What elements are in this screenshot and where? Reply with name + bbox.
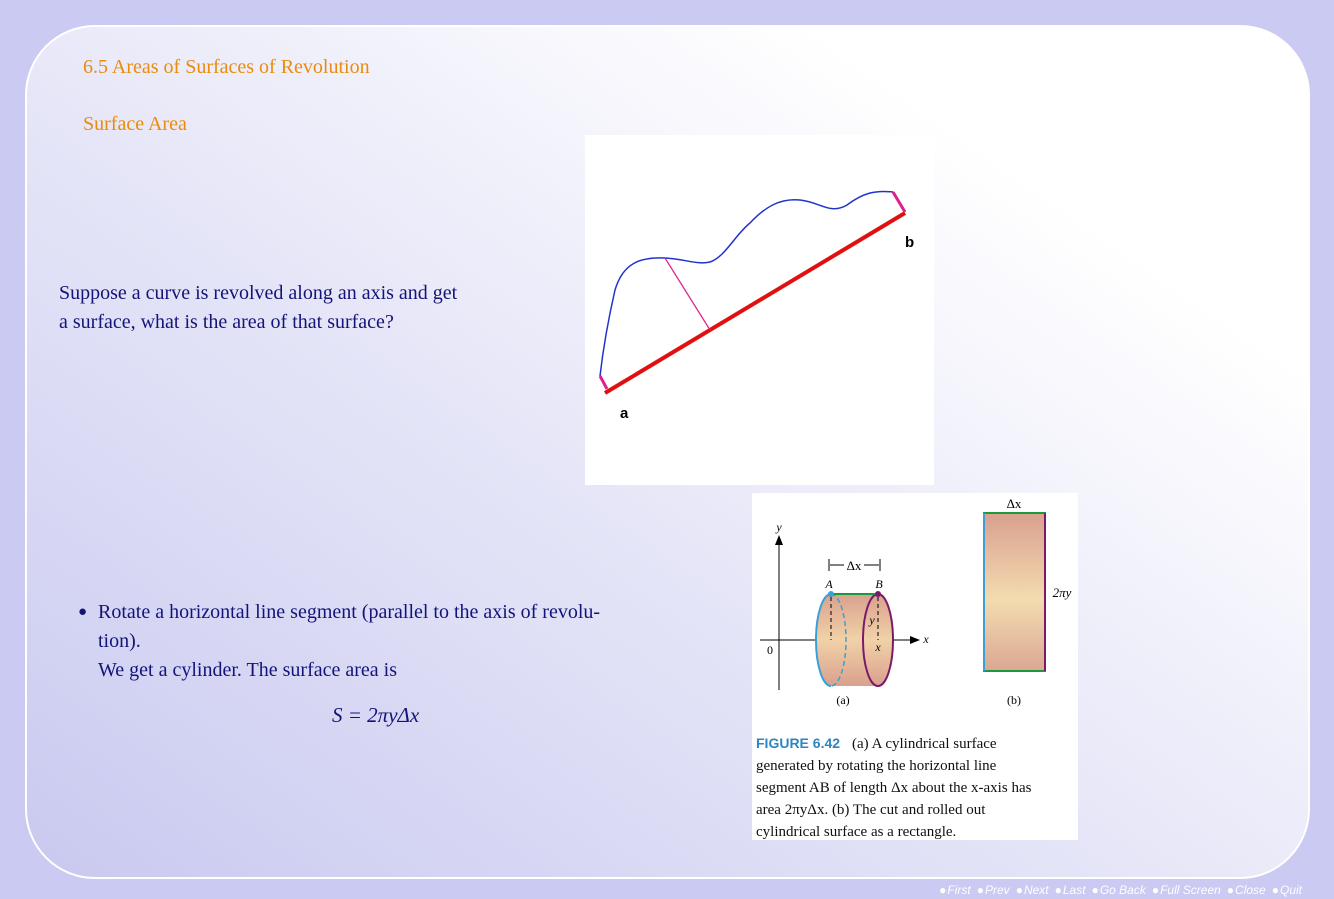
caption-line: area 2πyΔx. (b) The cut and rolled out xyxy=(756,802,986,818)
axis-line xyxy=(603,211,907,395)
curve-figure: a b xyxy=(585,135,934,485)
bullet-line: Rotate a horizontal line segment (parall… xyxy=(78,601,600,624)
navigation: First Prev Next Last Go Back Full Screen Close… xyxy=(933,883,1302,897)
label: x xyxy=(874,640,881,654)
nav-button[interactable]: Prev xyxy=(977,883,1010,897)
cylinder-figure: Δx y x 0 A B y x (a) Δx 2πy (b) xyxy=(752,493,1078,840)
label: A xyxy=(824,577,833,591)
label: 2πy xyxy=(1053,585,1072,600)
cylinder-edge xyxy=(830,593,847,687)
label: Δx xyxy=(1007,496,1022,511)
caption-line: generated by rotating the horizontal lin… xyxy=(756,758,997,774)
nav-button[interactable]: Go Back xyxy=(1092,883,1146,897)
unrolled-rect xyxy=(983,512,1046,672)
radius-line xyxy=(664,257,711,331)
caption-text: (a) A cylindrical surface xyxy=(852,736,997,752)
point xyxy=(828,591,834,597)
bullet-line: We get a cylinder. The surface area is xyxy=(98,659,397,681)
point xyxy=(875,591,881,597)
label: B xyxy=(875,577,883,591)
cylinder-edge xyxy=(815,593,832,687)
point-label: a xyxy=(620,405,629,422)
label: (a) xyxy=(836,693,849,707)
caption-line: FIGURE 6.42 (a) A cylindrical surface xyxy=(756,732,1031,755)
label: Δx xyxy=(847,558,862,573)
end-marker xyxy=(891,191,907,213)
nav-button[interactable]: Close xyxy=(1227,883,1266,897)
formula: S = 2πyΔx xyxy=(332,703,420,727)
title: 6.5 Areas of Surfaces of Revolution xyxy=(83,56,370,78)
label: (b) xyxy=(1007,693,1021,707)
caption-line: segment AB of length Δx about the x-axis… xyxy=(756,780,1032,796)
cylinder-body xyxy=(816,594,893,686)
label: y xyxy=(775,520,782,534)
caption: FIGURE 6.42 (a) A cylindrical surface gen… xyxy=(756,732,1031,843)
label: 0 xyxy=(767,643,773,657)
nav-button[interactable]: First xyxy=(939,883,971,897)
caption-label: FIGURE 6.42 xyxy=(756,735,841,751)
nav-button[interactable]: Next xyxy=(1016,883,1049,897)
arrow xyxy=(775,535,783,545)
curve xyxy=(599,190,894,377)
label: x xyxy=(922,632,929,646)
arrow xyxy=(910,636,920,644)
end-marker xyxy=(598,375,609,390)
intro-line: Suppose a curve is revolved along an axi… xyxy=(59,282,458,304)
nav-button[interactable]: Quit xyxy=(1272,883,1302,897)
point-label: b xyxy=(905,234,914,251)
caption-line: cylindrical surface as a rectangle. xyxy=(756,824,957,840)
bullet-line: tion). xyxy=(98,630,141,652)
intro-line: a surface, what is the area of that surf… xyxy=(59,311,394,333)
nav-button[interactable]: Last xyxy=(1055,883,1086,897)
nav-button[interactable]: Full Screen xyxy=(1152,883,1221,897)
subtitle: Surface Area xyxy=(83,113,187,135)
label: y xyxy=(868,613,875,627)
